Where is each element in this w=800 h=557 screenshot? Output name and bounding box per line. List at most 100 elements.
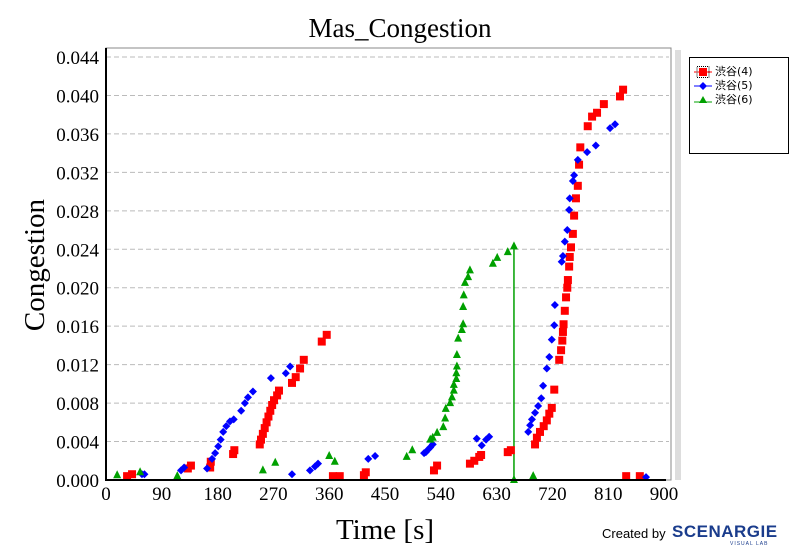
data-point-series-1 [606,124,615,133]
data-point-series-2 [459,290,468,299]
data-point-series-1 [542,364,551,373]
data-point-series-1 [485,432,494,441]
data-point-series-0 [257,435,265,444]
legend: 渋谷(4) 渋谷(5) 渋谷(6) [689,57,789,154]
data-point-series-2 [433,427,442,436]
data-point-series-2 [452,368,461,377]
data-point-series-0 [565,252,574,261]
data-point-series-1 [573,155,582,164]
data-point-series-2 [330,456,339,465]
scenargie-logo: SCENARGIE [672,522,778,541]
legend-item-5[interactable]: 渋谷(5) [694,79,753,93]
data-point-series-0 [573,181,582,190]
data-point-series-0 [255,440,264,449]
data-point-series-2 [454,333,463,342]
legend-item-4[interactable]: 渋谷(4) [694,65,753,79]
red-square-icon [694,66,712,78]
x-axis-label: Time [s] [336,514,434,546]
data-point-series-1 [203,464,212,473]
data-point-series-2 [529,471,538,480]
data-point-series-0 [335,472,344,481]
data-point-series-1 [281,369,290,378]
data-point-series-0 [565,262,574,271]
data-point-series-0 [622,472,631,481]
legend-label: 渋谷(6) [715,93,753,106]
data-point-series-1 [531,408,540,417]
data-point-series-0 [429,466,438,475]
data-point-series-0 [296,364,305,373]
data-point-series-0 [583,122,592,131]
data-point-series-0 [575,160,584,169]
y-tick-label: 0.000 [56,471,99,492]
data-point-series-0 [593,108,602,117]
data-point-series-1 [550,301,559,310]
data-point-series-0 [562,293,571,302]
data-point-series-2 [465,265,474,274]
data-point-series-2 [452,350,461,359]
data-point-series-0 [531,440,540,449]
data-point-series-1 [240,399,249,408]
data-point-series-1 [565,194,574,203]
data-point-series-0 [563,283,572,292]
legend-item-6[interactable]: 渋谷(6) [694,93,753,107]
data-point-series-2 [439,422,448,431]
data-point-series-2 [402,451,411,460]
data-point-series-1 [565,205,574,214]
data-point-series-0 [270,396,279,405]
data-point-series-1 [243,393,252,402]
data-point-series-1 [472,434,481,443]
data-point-series-1 [371,451,380,460]
data-point-series-0 [291,373,300,382]
y-tick-label: 0.024 [56,240,99,261]
data-point-series-0 [433,461,442,470]
data-point-series-0 [599,100,608,109]
data-point-series-0 [470,456,479,465]
data-point-series-2 [457,325,466,334]
data-point-series-0 [186,461,195,470]
green-triangle-icon [694,96,712,103]
data-point-series-2 [460,277,469,286]
data-point-series-0 [558,336,567,345]
data-point-series-0 [260,424,269,433]
x-tick-label: 0 [101,484,111,505]
data-point-series-0 [571,194,580,203]
y-tick-label: 0.044 [56,48,99,69]
data-point-series-2 [464,272,473,281]
data-point-series-1 [568,177,577,186]
data-point-series-0 [568,229,577,238]
data-point-series-0 [206,463,215,472]
data-point-series-1 [563,226,572,235]
y-tick-label: 0.012 [56,356,99,377]
x-tick-label: 720 [538,484,567,505]
data-point-series-2 [452,361,461,370]
data-point-series-1 [583,148,592,157]
data-point-series-2 [447,392,456,401]
data-point-series-0 [547,403,556,412]
data-point-series-0 [555,355,564,364]
data-point-series-2 [271,457,280,466]
data-point-series-0 [570,211,579,220]
data-point-series-2 [325,450,334,459]
data-point-series-1 [611,120,620,129]
x-tick-label: 540 [427,484,456,505]
data-point-series-0 [477,451,486,460]
data-point-series-1 [229,415,238,424]
data-point-series-1 [305,466,314,475]
data-point-series-0 [567,243,575,252]
data-point-series-0 [557,346,566,355]
y-axis-label: Congestion [19,198,51,331]
chart-title: Mas_Congestion [308,13,492,43]
data-point-series-0 [328,472,337,481]
y-tick-label: 0.008 [56,394,99,415]
data-point-series-2 [428,432,437,441]
data-point-series-0 [361,468,370,477]
legend-label: 渋谷(4) [715,65,753,78]
data-point-series-0 [542,416,551,425]
data-point-series-1 [219,427,228,436]
data-point-series-1 [314,459,323,468]
data-points [113,85,651,483]
x-tick-label: 810 [594,484,623,505]
data-point-series-1 [286,362,295,371]
data-point-series-1 [557,257,566,266]
x-tick-label: 270 [259,484,288,505]
